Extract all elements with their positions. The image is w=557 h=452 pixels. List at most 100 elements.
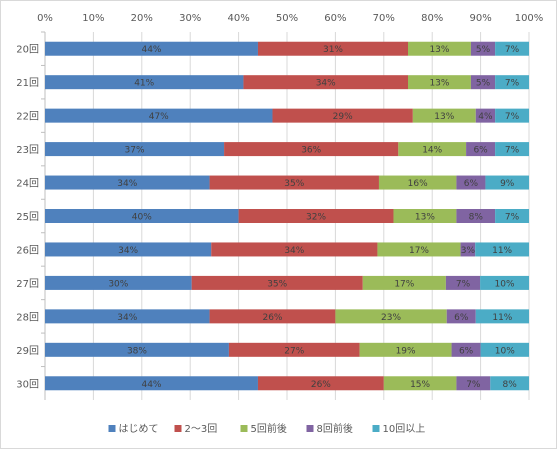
data-label: 47% (149, 112, 169, 122)
bar-segment (377, 242, 461, 257)
data-label: 34% (118, 246, 138, 256)
data-label: 23% (381, 313, 401, 323)
bar-segment (238, 209, 394, 223)
data-label: 7% (505, 146, 520, 156)
data-label: 6% (464, 179, 479, 189)
data-label: 37% (125, 146, 145, 156)
bar-segment (475, 309, 529, 324)
data-label: 6% (473, 146, 488, 156)
x-tick-label: 0% (37, 13, 53, 24)
data-label: 8% (502, 380, 517, 390)
x-tick-label: 100% (515, 13, 544, 24)
category-label: 24回 (16, 178, 39, 190)
data-label: 44% (141, 45, 161, 55)
legend-label: 2〜3回 (185, 423, 218, 435)
bar-segment (456, 209, 496, 223)
data-label: 5% (476, 45, 491, 55)
bar-segment (362, 275, 446, 290)
bar-segment (485, 175, 529, 190)
bar-segment (211, 242, 378, 257)
x-tick-label: 20% (131, 13, 153, 24)
bar-segment (495, 41, 529, 56)
bar-segment (475, 108, 496, 123)
x-tick-label: 10% (82, 13, 104, 24)
x-tick-label: 60% (324, 13, 346, 24)
bars: 44% 31% 13% 5% 7% 41% 34% 13% 5% 7% 47% 29% 13% 4% 7% 3… (45, 41, 529, 391)
data-label: 36% (301, 146, 321, 156)
bar-segment (495, 142, 529, 157)
x-tick-label: 40% (227, 13, 249, 24)
category-label: 28回 (16, 311, 39, 323)
data-label: 7% (505, 45, 520, 55)
bar-segment (470, 75, 496, 90)
bar-segment (359, 342, 452, 357)
data-label: 15% (410, 380, 430, 390)
bar-segment (45, 108, 273, 123)
data-label: 7% (456, 279, 471, 289)
data-label: 9% (500, 179, 515, 189)
bar-segment (45, 309, 210, 324)
bar-segment (460, 242, 476, 257)
bar-segment (335, 309, 447, 324)
bar-segment (45, 142, 225, 157)
y-axis-categories: 20回 21回 22回 23回 24回 25回 26回 27回 28回 29回 30回 (16, 31, 45, 390)
bar-segment (495, 75, 529, 90)
data-label: 13% (434, 112, 454, 122)
data-label: 29% (333, 112, 353, 122)
data-label: 26% (262, 313, 282, 323)
data-label: 34% (284, 246, 304, 256)
data-label: 13% (415, 213, 435, 223)
data-label: 34% (117, 179, 137, 189)
category-label: 22回 (16, 111, 39, 123)
bar-segment (480, 275, 529, 290)
bar-segment (456, 376, 491, 391)
bar-segment (490, 376, 529, 391)
data-label: 6% (454, 313, 469, 323)
x-axis-ticks: 0% 10% 20% 30% 40% 50% 60% 70% 80% 90% 100% (37, 13, 543, 24)
data-label: 5% (476, 79, 491, 89)
bar-segment (378, 175, 457, 190)
data-label: 35% (284, 179, 304, 189)
bar-segment (451, 342, 481, 357)
x-tick-label: 90% (469, 13, 491, 24)
data-label: 14% (422, 146, 442, 156)
data-label: 19% (396, 346, 416, 356)
data-label: 4% (478, 112, 493, 122)
category-label: 23回 (16, 144, 39, 156)
data-label: 6% (459, 346, 474, 356)
category-label: 20回 (16, 44, 39, 56)
data-label: 38% (127, 346, 147, 356)
legend-swatch (372, 425, 380, 432)
category-label: 25回 (16, 211, 39, 223)
data-label: 13% (429, 79, 449, 89)
bar-segment (495, 209, 529, 223)
bar-segment (45, 75, 244, 90)
bar-segment (445, 275, 481, 290)
data-label: 31% (323, 45, 343, 55)
data-label: 40% (132, 213, 152, 223)
data-label: 27% (284, 346, 304, 356)
data-label: 44% (141, 380, 161, 390)
bar-segment (45, 175, 210, 190)
legend-swatch (240, 425, 248, 432)
data-label: 3% (461, 246, 476, 256)
bar-segment (408, 75, 471, 90)
legend-swatch (174, 425, 182, 432)
bar-segment (191, 275, 363, 290)
bar-segment (257, 41, 408, 56)
bar-segment (495, 108, 529, 123)
bar-segment (224, 142, 399, 157)
bar-segment (257, 376, 384, 391)
bar-segment (446, 309, 476, 324)
category-label: 27回 (16, 278, 39, 290)
data-label: 11% (492, 246, 512, 256)
data-label: 8% (469, 213, 484, 223)
data-label: 10% (495, 279, 515, 289)
data-label: 34% (316, 79, 336, 89)
data-label: 7% (505, 213, 520, 223)
category-label: 21回 (16, 77, 39, 89)
legend: はじめて 2〜3回 5回前後 8回前後 10回以上 (108, 422, 425, 435)
x-tick-label: 80% (421, 13, 443, 24)
